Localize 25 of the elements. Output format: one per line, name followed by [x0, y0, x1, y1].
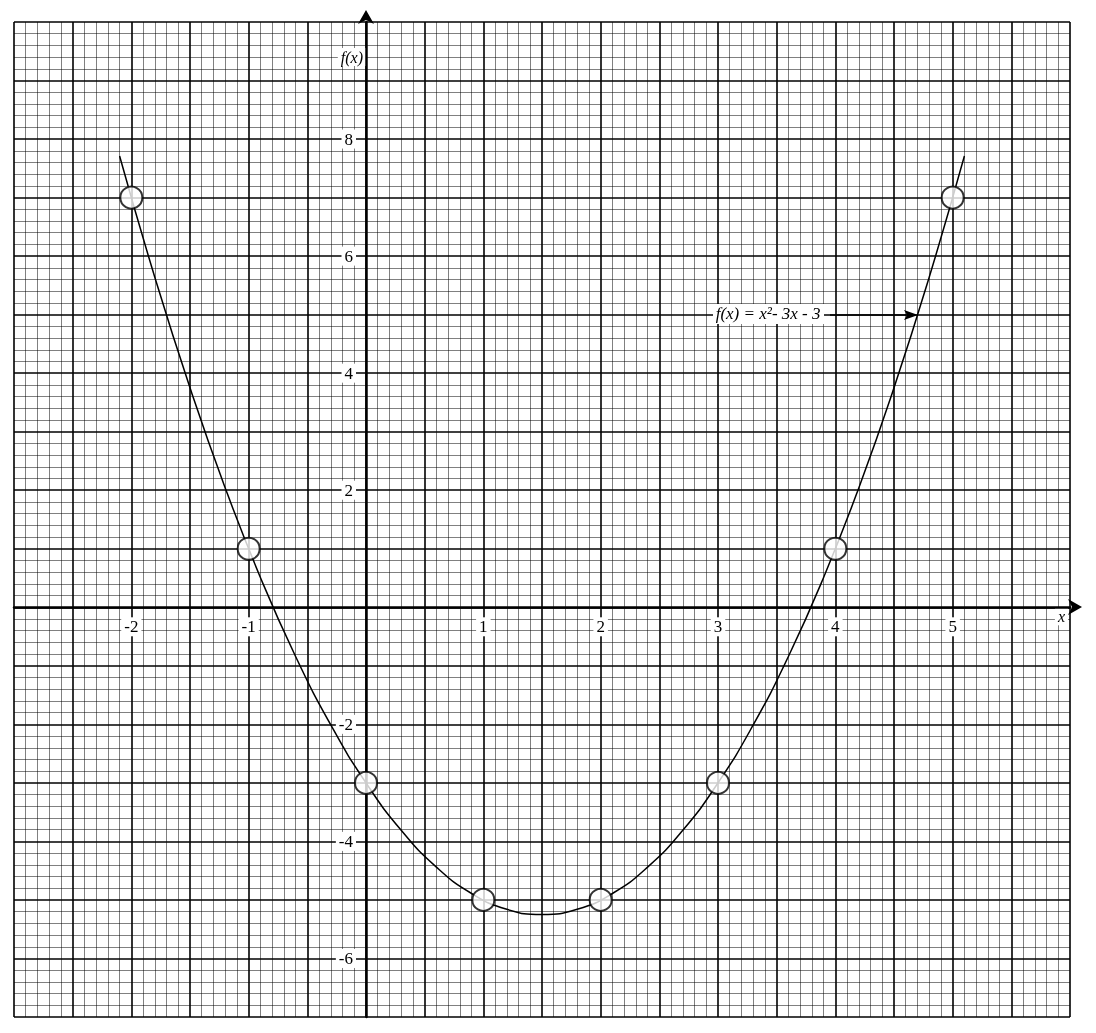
point [236, 536, 261, 561]
y-tick-label: 6 [344, 246, 353, 266]
point [354, 770, 378, 795]
point [823, 536, 848, 561]
y-tick-label: -6 [338, 948, 353, 968]
x-tick-label: 3 [713, 617, 723, 637]
y-tick-label: 2 [344, 480, 353, 500]
y-tick-label: -4 [338, 831, 354, 851]
y-tick-label: 8 [344, 129, 353, 149]
x-tick-label: 2 [596, 617, 605, 637]
x-tick-label: -2 [124, 617, 139, 637]
y-axis-title: f(x) [340, 48, 363, 67]
x-tick-label: 5 [948, 617, 957, 637]
y-tick-label: -2 [338, 714, 353, 734]
point [940, 185, 965, 210]
x-axis-title: x [1056, 607, 1065, 625]
point [471, 887, 496, 912]
point [119, 185, 144, 210]
point [588, 887, 613, 912]
y-tick-label: 4 [344, 363, 354, 383]
x-tick-label: -1 [241, 617, 256, 637]
annotation: f(x) = x²- 3x - 3 [712, 303, 824, 324]
x-tick-label: 4 [831, 617, 841, 637]
point [706, 770, 730, 795]
x-tick-label: 1 [479, 617, 488, 637]
